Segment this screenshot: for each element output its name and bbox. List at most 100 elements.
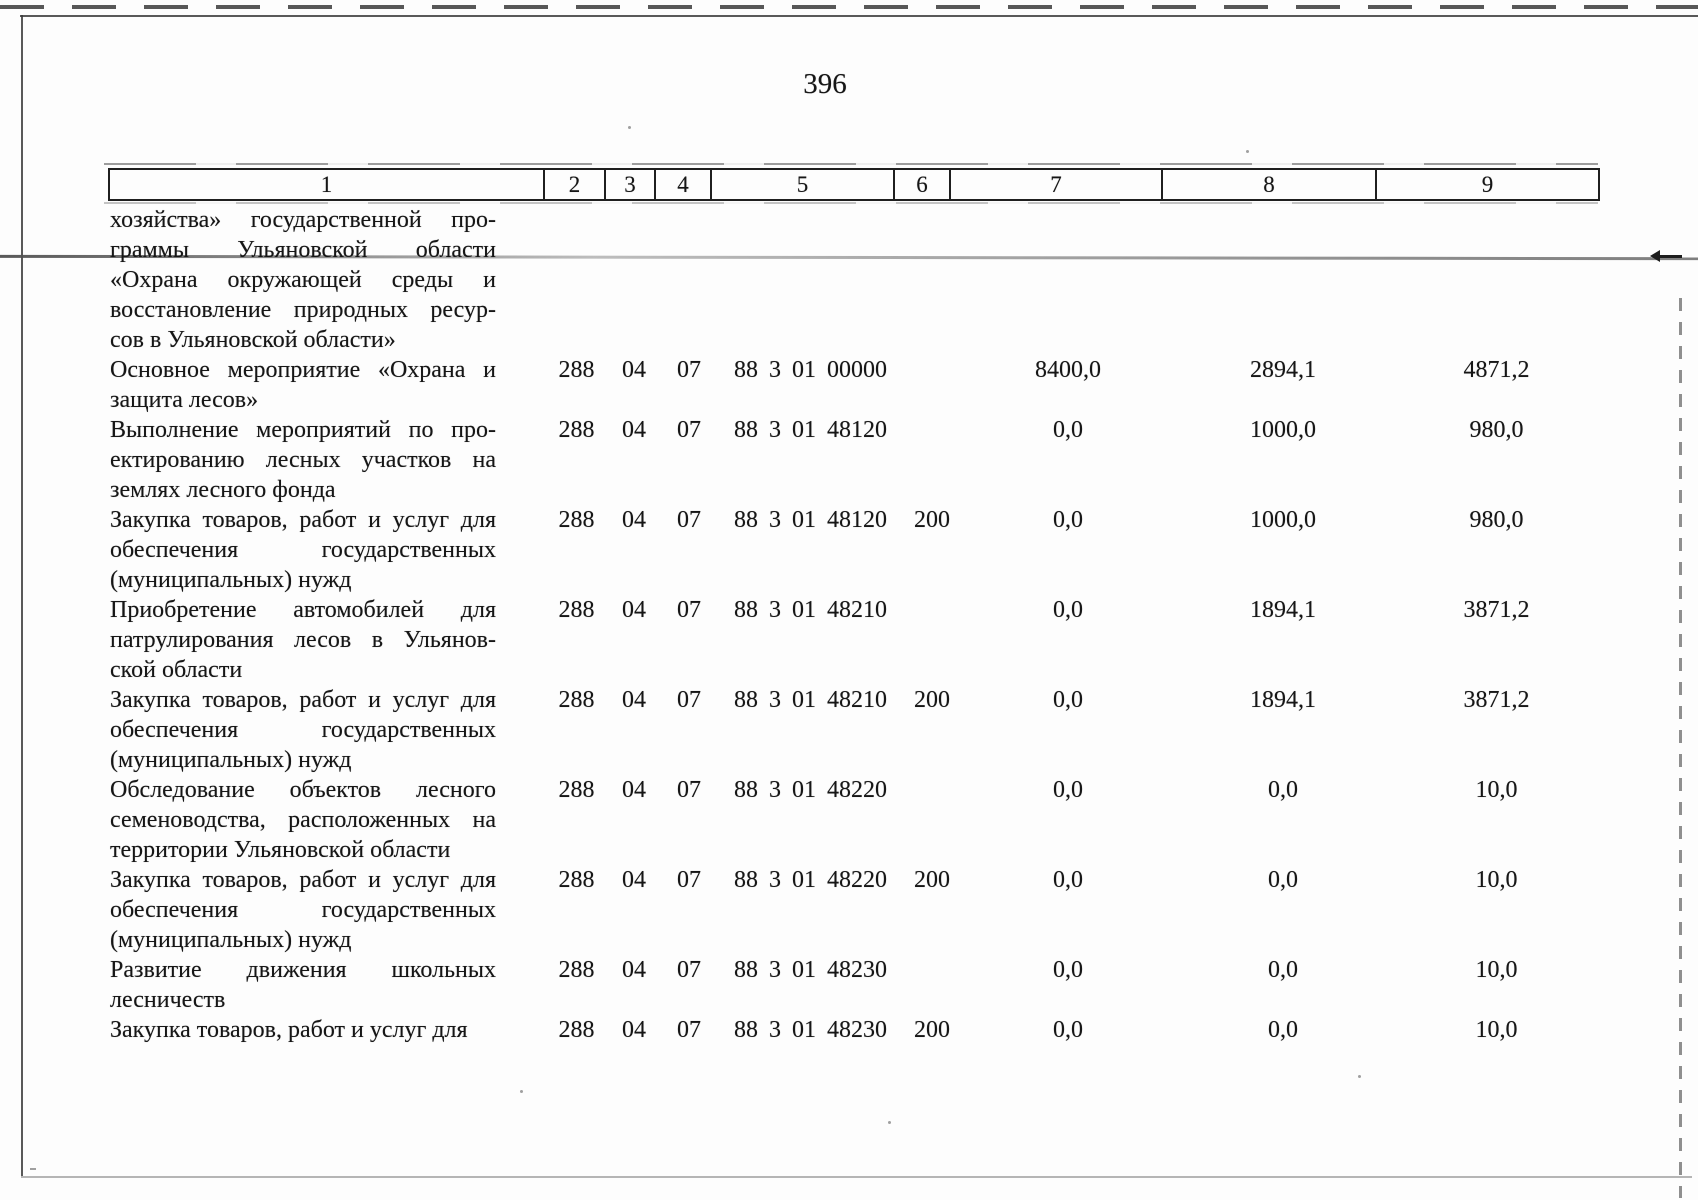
row-name-cell: Развитие движения школьных лесничеств [110, 955, 545, 1015]
table-row: Выполнение мероприятий по про- ектирован… [110, 415, 1602, 505]
row-text-line: лесничеств [110, 987, 226, 1013]
amount-col7-cell: 0,0 [1053, 507, 1083, 533]
subsection-code-cell: 07 [677, 867, 701, 893]
grbs-code-cell: 288 [558, 867, 595, 893]
scan-edge-dashed-line [1679, 298, 1682, 1198]
row-text-line: Развитие движения школьных [110, 957, 496, 983]
amount-col7-cell: 0,0 [1053, 867, 1083, 893]
subsection-code-cell: 07 [677, 1017, 701, 1043]
scan-noise-dot [1358, 1075, 1361, 1078]
header-cell-9: 9 [1375, 168, 1600, 201]
table-header-row: 1 2 3 4 5 6 7 8 9 [108, 168, 1600, 201]
amount-col8-cell: 2894,1 [1250, 357, 1316, 383]
header-cell-6: 6 [893, 168, 951, 201]
row-name-cell: Выполнение мероприятий по про- ектирован… [110, 415, 545, 505]
amount-col8-cell: 0,0 [1268, 1017, 1298, 1043]
arrow-head-icon [1650, 250, 1660, 262]
header-cell-5: 5 [710, 168, 895, 201]
row-text-line: территории Ульяновской области [110, 837, 451, 863]
section-code-cell: 04 [622, 507, 646, 533]
row-text-line: ектированию лесных участков на [110, 447, 496, 473]
grbs-code-cell: 288 [558, 597, 595, 623]
section-code-cell: 04 [622, 417, 646, 443]
target-article-code-cell: 88 3 01 48210 [734, 687, 887, 713]
row-text-line: сов в Ульяновской области» [110, 327, 396, 353]
row-text-line: Приобретение автомобилей для [110, 597, 496, 623]
scan-header-smudge-bottom [104, 202, 1598, 204]
section-code-cell: 04 [622, 357, 646, 383]
amount-col8-cell: 0,0 [1268, 957, 1298, 983]
subsection-code-cell: 07 [677, 357, 701, 383]
amount-col7-cell: 0,0 [1053, 597, 1083, 623]
row-name-cell: Обследование объектов лесного семеноводс… [110, 775, 545, 865]
scan-dashed-top-line [0, 5, 1698, 9]
table-row: Обследование объектов лесного семеноводс… [110, 775, 1602, 865]
target-article-code-cell: 88 3 01 48220 [734, 867, 887, 893]
amount-col8-cell: 1000,0 [1250, 507, 1316, 533]
row-text-line: патрулирования лесов в Ульянов- [110, 627, 496, 653]
table-row: хозяйства» государственной про- граммы У… [110, 205, 1602, 355]
subsection-code-cell: 07 [677, 507, 701, 533]
row-text-line: семеноводства, расположенных на [110, 807, 496, 833]
amount-col8-cell: 1000,0 [1250, 417, 1316, 443]
amount-col7-cell: 0,0 [1053, 957, 1083, 983]
page-border-bottom [21, 1176, 1692, 1178]
section-code-cell: 04 [622, 867, 646, 893]
table-row: Приобретение автомобилей для патрулирова… [110, 595, 1602, 685]
target-article-code-cell: 88 3 01 48220 [734, 777, 887, 803]
amount-col9-cell: 10,0 [1475, 957, 1518, 983]
grbs-code-cell: 288 [558, 687, 595, 713]
expense-type-code-cell: 200 [914, 867, 950, 893]
grbs-code-cell: 288 [558, 1017, 595, 1043]
amount-col7-cell: 0,0 [1053, 417, 1083, 443]
subsection-code-cell: 07 [677, 777, 701, 803]
amount-col7-cell: 0,0 [1053, 1017, 1083, 1043]
row-text-line: (муниципальных) нужд [110, 747, 352, 773]
scan-noise-dot [628, 126, 631, 129]
table-row: Закупка товаров, работ и услуг для обесп… [110, 505, 1602, 595]
subsection-code-cell: 07 [677, 417, 701, 443]
target-article-code-cell: 88 3 01 48120 [734, 507, 887, 533]
row-text-line: восстановление природных ресур- [110, 297, 496, 323]
amount-col7-cell: 0,0 [1053, 687, 1083, 713]
header-cell-3: 3 [604, 168, 656, 201]
row-text-line: обеспечения государственных [110, 717, 496, 743]
scan-header-smudge-top [104, 163, 1598, 165]
row-text-line: Выполнение мероприятий по про- [110, 417, 496, 443]
target-article-code-cell: 88 3 01 48210 [734, 597, 887, 623]
row-text-line: землях лесного фонда [110, 477, 336, 503]
header-cell-1: 1 [108, 168, 545, 201]
header-cell-7: 7 [949, 168, 1163, 201]
amount-col9-cell: 10,0 [1475, 867, 1518, 893]
row-text-line: Закупка товаров, работ и услуг для [110, 507, 496, 533]
grbs-code-cell: 288 [558, 957, 595, 983]
grbs-code-cell: 288 [558, 357, 595, 383]
table-row: Основное мероприятие «Охрана и защита ле… [110, 355, 1602, 415]
scan-arrow-mark [1650, 250, 1686, 262]
row-name-cell: Основное мероприятие «Охрана и защита ле… [110, 355, 545, 415]
target-article-code-cell: 88 3 01 00000 [734, 357, 887, 383]
section-code-cell: 04 [622, 777, 646, 803]
row-text-line: защита лесов» [110, 387, 259, 413]
expense-type-code-cell: 200 [914, 687, 950, 713]
amount-col9-cell: 3871,2 [1463, 687, 1530, 713]
page-border-top [20, 15, 1698, 17]
row-name-cell: Закупка товаров, работ и услуг для [110, 1015, 545, 1045]
amount-col8-cell: 0,0 [1268, 867, 1298, 893]
amount-col7-cell: 8400,0 [1035, 357, 1101, 383]
target-article-code-cell: 88 3 01 48120 [734, 417, 887, 443]
row-name-cell: Закупка товаров, работ и услуг для обесп… [110, 865, 545, 955]
amount-col9-cell: 980,0 [1469, 507, 1524, 533]
subsection-code-cell: 07 [677, 957, 701, 983]
row-text-line: Обследование объектов лесного [110, 777, 496, 803]
section-code-cell: 04 [622, 687, 646, 713]
target-article-code-cell: 88 3 01 48230 [734, 957, 887, 983]
section-code-cell: 04 [622, 1017, 646, 1043]
row-text-line: обеспечения государственных [110, 897, 496, 923]
row-text-line: Закупка товаров, работ и услуг для [110, 687, 496, 713]
scan-noise-dot [888, 1121, 891, 1124]
row-text-line: Основное мероприятие «Охрана и [110, 357, 496, 383]
scan-noise-dot [520, 1090, 523, 1093]
subsection-code-cell: 07 [677, 597, 701, 623]
